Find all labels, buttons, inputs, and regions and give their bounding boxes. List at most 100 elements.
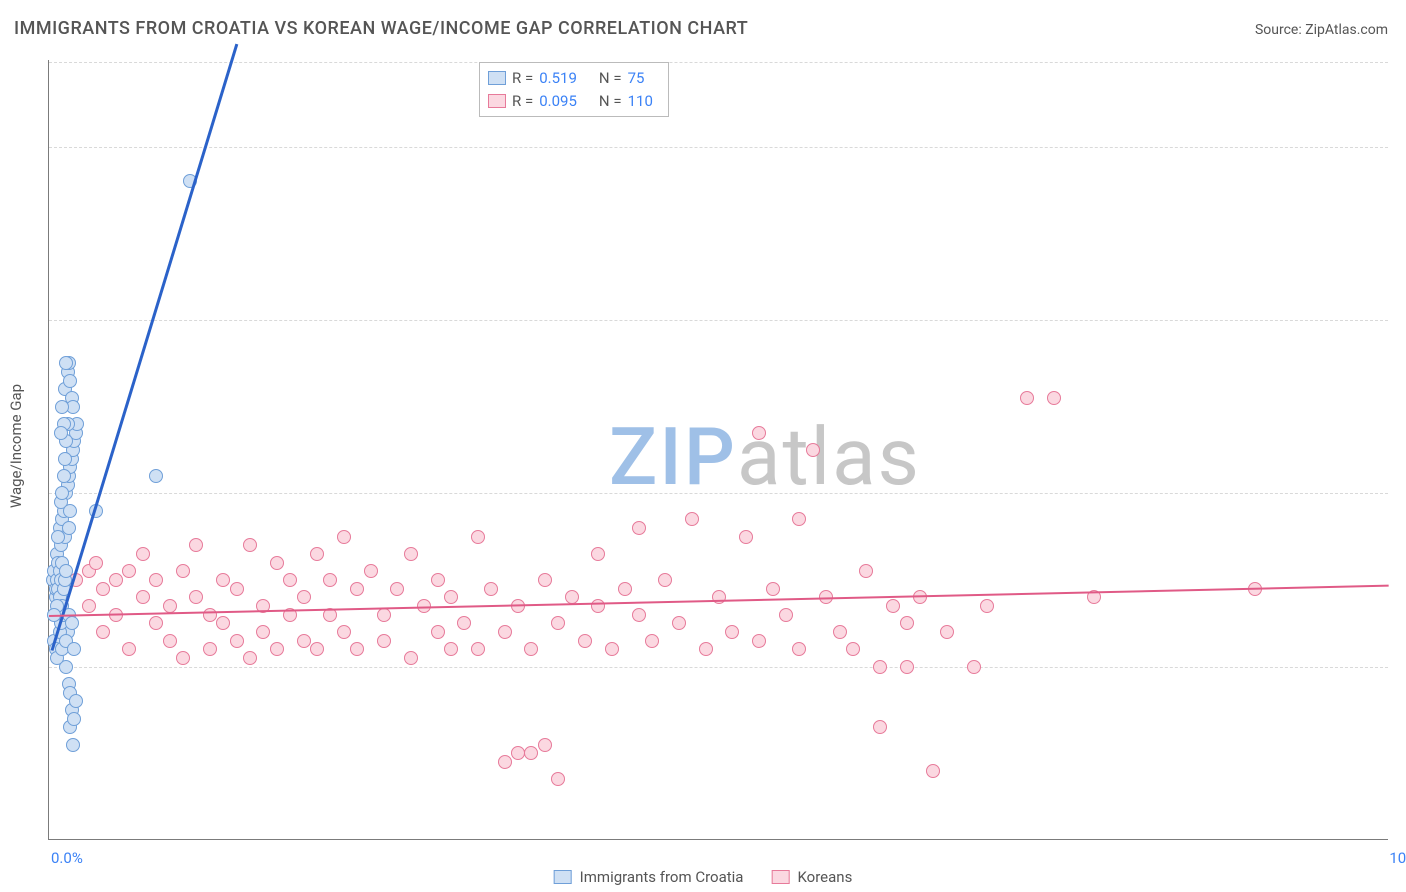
data-point-croatia <box>149 469 163 483</box>
data-point-koreans <box>243 651 257 665</box>
data-point-koreans <box>350 642 364 656</box>
data-point-croatia <box>58 452 72 466</box>
data-point-koreans <box>632 521 646 535</box>
data-point-croatia <box>66 738 80 752</box>
data-point-koreans <box>591 599 605 613</box>
data-point-koreans <box>538 573 552 587</box>
data-point-koreans <box>297 634 311 648</box>
data-point-koreans <box>484 582 498 596</box>
data-point-koreans <box>578 634 592 648</box>
data-point-koreans <box>444 642 458 656</box>
data-point-koreans <box>163 634 177 648</box>
data-point-koreans <box>136 590 150 604</box>
data-point-koreans <box>940 625 954 639</box>
y-tick-label: 40.0% <box>1394 484 1406 502</box>
data-point-koreans <box>524 746 538 760</box>
data-point-koreans <box>444 590 458 604</box>
data-point-koreans <box>967 660 981 674</box>
data-point-koreans <box>538 738 552 752</box>
data-point-koreans <box>1047 391 1061 405</box>
data-point-koreans <box>189 590 203 604</box>
data-point-koreans <box>873 660 887 674</box>
data-point-koreans <box>176 651 190 665</box>
y-tick-label: 80.0% <box>1394 138 1406 156</box>
data-point-koreans <box>390 582 404 596</box>
data-point-koreans <box>752 426 766 440</box>
data-point-croatia <box>65 616 79 630</box>
data-point-koreans <box>605 642 619 656</box>
data-point-koreans <box>471 530 485 544</box>
data-point-croatia <box>59 564 73 578</box>
gridline <box>49 62 1388 63</box>
trendline-koreans <box>49 584 1389 616</box>
data-point-koreans <box>431 625 445 639</box>
data-point-koreans <box>109 573 123 587</box>
data-point-koreans <box>163 599 177 613</box>
data-point-koreans <box>243 538 257 552</box>
data-point-koreans <box>551 772 565 786</box>
data-point-koreans <box>980 599 994 613</box>
legend-row: R = 0.095 N = 110 <box>488 90 658 113</box>
data-point-koreans <box>551 616 565 630</box>
legend-row: R = 0.519 N = 75 <box>488 67 658 90</box>
data-point-koreans <box>766 582 780 596</box>
watermark: ZIPatlas <box>609 410 921 504</box>
data-point-koreans <box>685 512 699 526</box>
data-point-koreans <box>337 625 351 639</box>
data-point-koreans <box>404 651 418 665</box>
data-point-koreans <box>149 573 163 587</box>
data-point-koreans <box>792 512 806 526</box>
data-point-croatia <box>55 486 69 500</box>
data-point-koreans <box>82 599 96 613</box>
data-point-koreans <box>806 443 820 457</box>
data-point-koreans <box>900 660 914 674</box>
data-point-croatia <box>63 504 77 518</box>
y-tick-label: 20.0% <box>1394 658 1406 676</box>
data-point-koreans <box>364 564 378 578</box>
data-point-koreans <box>524 642 538 656</box>
series-legend: Immigrants from CroatiaKoreans <box>554 868 853 886</box>
data-point-koreans <box>591 547 605 561</box>
data-point-koreans <box>926 764 940 778</box>
data-point-koreans <box>739 530 753 544</box>
data-point-koreans <box>176 564 190 578</box>
data-point-koreans <box>404 547 418 561</box>
data-point-koreans <box>337 530 351 544</box>
data-point-koreans <box>873 720 887 734</box>
gridline <box>49 147 1388 148</box>
data-point-koreans <box>216 616 230 630</box>
data-point-koreans <box>779 608 793 622</box>
data-point-croatia <box>67 642 81 656</box>
data-point-koreans <box>792 642 806 656</box>
data-point-koreans <box>498 625 512 639</box>
data-point-koreans <box>230 634 244 648</box>
data-point-koreans <box>189 538 203 552</box>
data-point-koreans <box>230 582 244 596</box>
gridline <box>49 320 1388 321</box>
correlation-legend: R = 0.519 N = 75R = 0.095 N = 110 <box>479 62 669 117</box>
data-point-koreans <box>645 634 659 648</box>
data-point-koreans <box>270 642 284 656</box>
data-point-croatia <box>57 469 71 483</box>
data-point-koreans <box>377 608 391 622</box>
y-tick-label: 60.0% <box>1394 311 1406 329</box>
data-point-croatia <box>69 694 83 708</box>
data-point-croatia <box>67 712 81 726</box>
data-point-koreans <box>122 564 136 578</box>
data-point-koreans <box>457 616 471 630</box>
data-point-koreans <box>752 634 766 648</box>
data-point-koreans <box>511 746 525 760</box>
gridline <box>49 667 1388 668</box>
data-point-koreans <box>350 582 364 596</box>
data-point-koreans <box>846 642 860 656</box>
data-point-koreans <box>297 590 311 604</box>
data-point-koreans <box>658 573 672 587</box>
data-point-koreans <box>323 573 337 587</box>
x-tick-label: 100.0% <box>1389 849 1406 867</box>
data-point-koreans <box>431 573 445 587</box>
data-point-koreans <box>122 642 136 656</box>
gridline <box>49 493 1388 494</box>
x-tick-label: 0.0% <box>51 849 83 867</box>
data-point-koreans <box>203 642 217 656</box>
data-point-koreans <box>632 608 646 622</box>
